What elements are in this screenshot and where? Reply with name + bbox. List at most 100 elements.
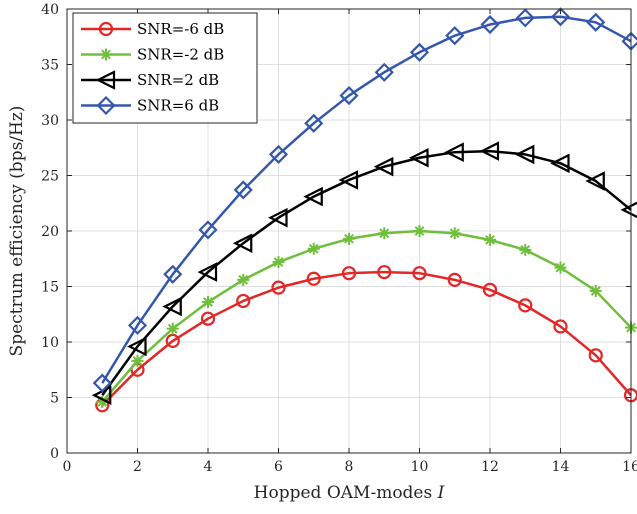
data-point-marker: [303, 186, 323, 207]
data-point-marker: [588, 348, 603, 363]
data-point-marker: [339, 86, 359, 106]
x-tick-label: 8: [345, 459, 354, 475]
series-2: [91, 141, 637, 406]
data-point-marker: [197, 262, 218, 282]
asterisk-stroke: [97, 397, 108, 407]
data-point-marker: [409, 42, 430, 62]
data-point-marker: [550, 153, 570, 174]
data-point-marker: [480, 14, 500, 35]
asterisk-stroke: [132, 355, 143, 366]
data-point-marker: [378, 227, 391, 240]
legend-marker: [96, 95, 116, 116]
data-point-marker: [237, 273, 250, 286]
x-tick-label: 2: [133, 459, 142, 475]
asterisk-stroke: [485, 234, 495, 245]
series-line: [101, 270, 632, 407]
series-line: [101, 15, 632, 384]
data-point-marker: [553, 319, 568, 334]
asterisk-stroke: [203, 297, 213, 307]
data-point-marker: [338, 170, 359, 190]
x-tick-label: 12: [481, 459, 499, 475]
legend-label: SNR=-6 dB: [137, 20, 224, 38]
data-point-marker: [198, 220, 218, 240]
data-point-marker: [304, 113, 324, 133]
data-point-marker: [236, 293, 251, 309]
data-point-marker: [518, 298, 533, 313]
asterisk-stroke: [344, 233, 354, 244]
data-point-marker: [127, 336, 147, 357]
data-point-marker: [412, 266, 427, 281]
y-tick-label: 10: [41, 335, 59, 351]
data-point-marker: [202, 296, 214, 309]
series-3: [92, 7, 637, 393]
data-point-marker: [268, 144, 289, 164]
data-point-marker: [341, 266, 357, 281]
data-point-marker: [163, 264, 183, 284]
data-point-marker: [554, 261, 567, 274]
data-point-marker: [585, 171, 605, 191]
y-tick-label: 15: [41, 280, 59, 296]
legend: SNR=-6 dB SNR=-2 dB SNR=2 dB SNR=6 dB: [72, 12, 258, 124]
data-point-marker: [519, 243, 532, 256]
asterisk-stroke: [590, 286, 601, 296]
data-point-marker: [307, 242, 320, 255]
data-point-marker: [374, 62, 394, 82]
data-point-marker: [409, 147, 429, 168]
asterisk-stroke: [520, 244, 531, 255]
legend-entry: SNR=6 dB: [81, 95, 219, 116]
y-tick-label: 40: [41, 2, 59, 18]
data-point-marker: [514, 144, 535, 165]
x-tick-label: 6: [274, 459, 283, 475]
legend-entry: SNR=2 dB: [81, 70, 219, 90]
y-tick-label: 35: [41, 58, 59, 74]
data-point-marker: [479, 141, 500, 161]
asterisk-stroke: [555, 262, 566, 273]
data-point-marker: [445, 26, 465, 46]
data-point-marker: [377, 264, 392, 280]
asterisk-stroke: [449, 228, 460, 239]
x-tick-label: 14: [552, 459, 570, 475]
asterisk-stroke: [308, 243, 319, 254]
data-point-marker: [589, 284, 602, 297]
legend-marker: [98, 21, 114, 37]
data-point-marker: [268, 207, 288, 228]
data-series: [91, 7, 637, 413]
data-point-marker: [162, 296, 182, 317]
data-point-marker: [484, 233, 496, 246]
data-point-marker: [131, 354, 144, 367]
asterisk-stroke: [101, 49, 111, 60]
legend-entry: SNR=-6 dB: [81, 20, 224, 38]
data-point-marker: [373, 156, 394, 177]
x-tick-label: 16: [622, 459, 637, 475]
y-axis-label: Spectrum efficiency (bps/Hz): [7, 106, 27, 357]
series-1: [96, 225, 637, 408]
data-point-marker: [343, 232, 355, 245]
series-line: [101, 229, 632, 403]
data-point-marker: [127, 315, 148, 335]
asterisk-stroke: [167, 323, 178, 334]
x-axis-label-variable: I: [437, 483, 445, 503]
y-tick-label: 20: [41, 224, 59, 240]
data-point-marker: [272, 256, 285, 269]
legend-label: SNR=6 dB: [137, 97, 219, 115]
legend-label: SNR=2 dB: [137, 71, 219, 89]
y-tick-label: 0: [50, 446, 59, 462]
asterisk-stroke: [238, 274, 249, 285]
data-point-marker: [271, 280, 286, 295]
asterisk-stroke: [379, 228, 390, 239]
x-tick-label: 0: [63, 459, 72, 475]
data-point-marker: [165, 333, 180, 348]
data-point-marker: [447, 272, 462, 287]
asterisk-stroke: [273, 257, 284, 267]
data-point-marker: [444, 142, 464, 162]
series-line: [101, 149, 632, 397]
data-point-marker: [92, 373, 112, 393]
asterisk-stroke: [414, 226, 425, 236]
legend-marker: [95, 70, 116, 90]
y-tick-label: 25: [41, 169, 59, 185]
data-point-marker: [515, 8, 535, 28]
data-point-marker: [482, 282, 498, 297]
legend-marker: [100, 48, 112, 61]
y-tick-label: 30: [41, 113, 59, 129]
data-point-marker: [200, 311, 216, 326]
